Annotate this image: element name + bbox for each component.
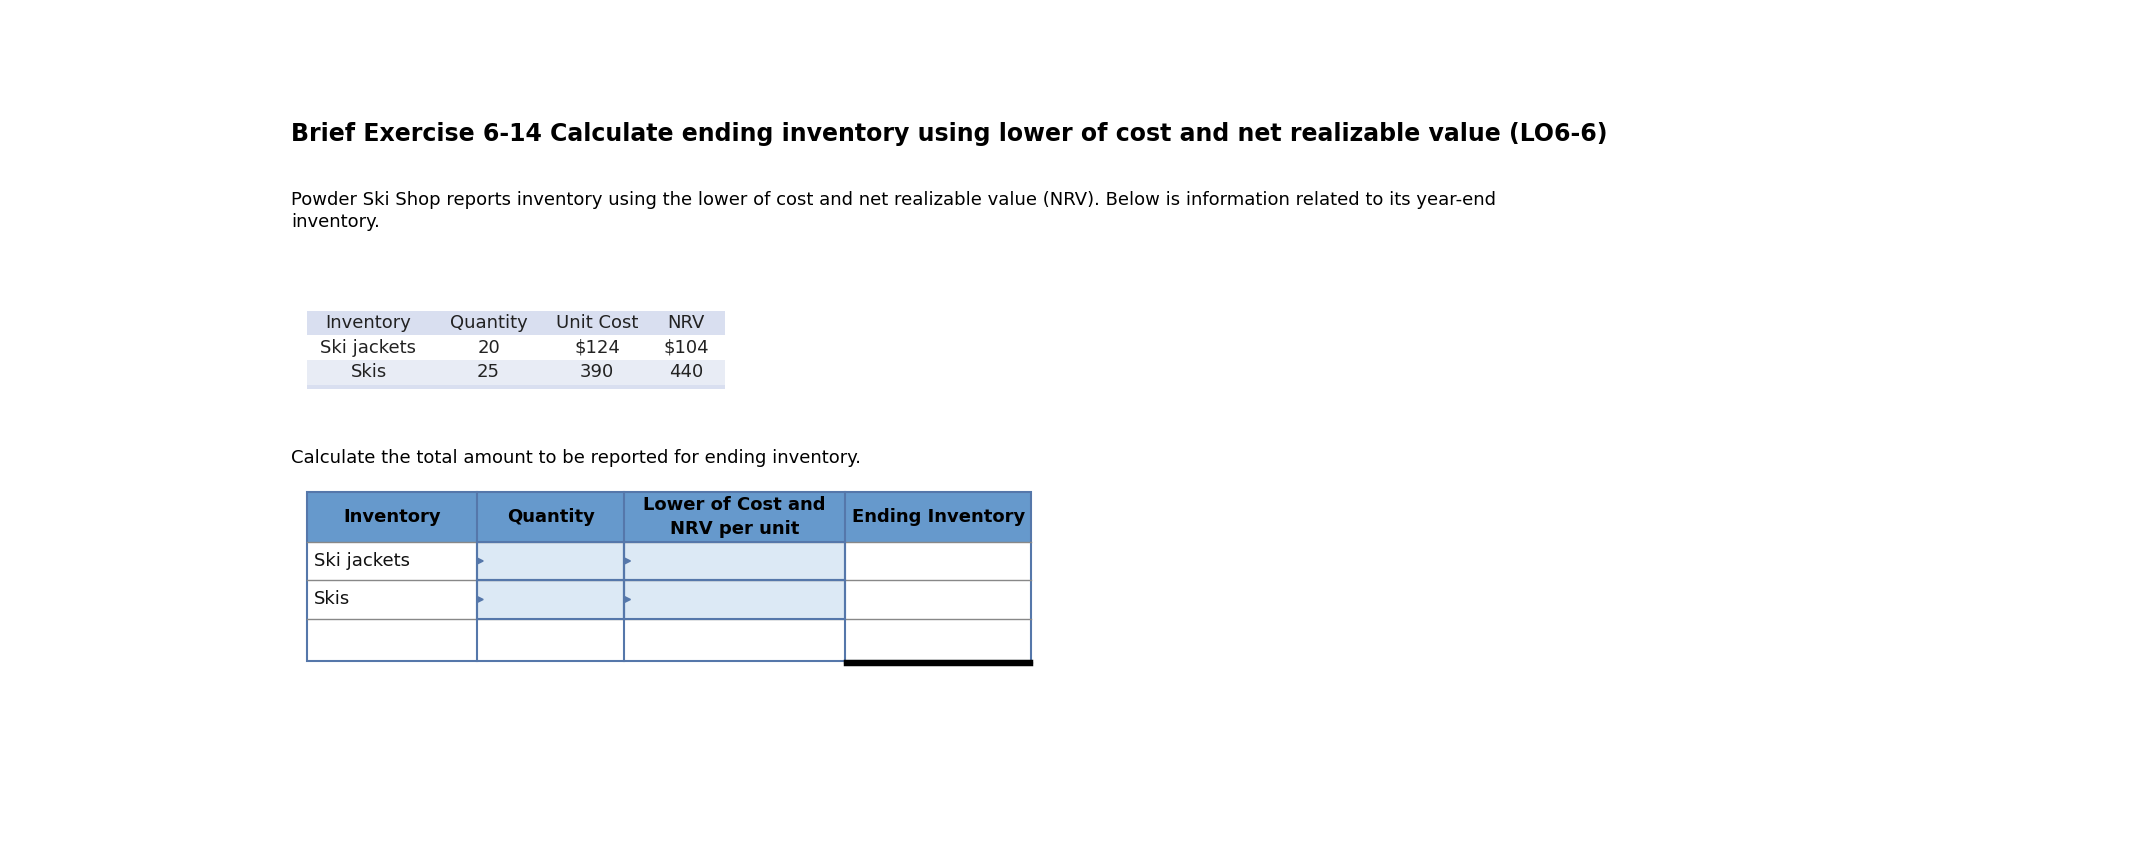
Text: Ski jackets: Ski jackets	[321, 339, 416, 357]
Text: Skis: Skis	[351, 363, 386, 381]
Polygon shape	[478, 558, 484, 564]
Bar	[623, 580, 846, 619]
Text: Quantity: Quantity	[508, 507, 595, 525]
Bar	[306, 360, 724, 385]
Bar	[478, 580, 623, 619]
Bar	[306, 492, 1030, 542]
Bar	[478, 542, 623, 580]
Bar	[306, 492, 1030, 661]
Polygon shape	[623, 596, 630, 602]
Text: inventory.: inventory.	[291, 213, 379, 231]
Text: Inventory: Inventory	[343, 507, 441, 525]
Text: Quantity: Quantity	[450, 314, 527, 332]
Text: 20: 20	[478, 339, 499, 357]
Text: $104: $104	[664, 339, 709, 357]
Text: Unit Cost: Unit Cost	[557, 314, 638, 332]
Bar	[306, 385, 724, 389]
Bar	[306, 335, 724, 360]
Text: Ski jackets: Ski jackets	[315, 552, 411, 570]
Text: $124: $124	[574, 339, 619, 357]
Text: Ending Inventory: Ending Inventory	[853, 507, 1024, 525]
Polygon shape	[623, 558, 630, 564]
Bar	[478, 580, 623, 619]
Text: 390: 390	[580, 363, 615, 381]
Text: 440: 440	[668, 363, 703, 381]
Text: Skis: Skis	[315, 590, 351, 608]
Bar	[623, 542, 846, 580]
Bar	[623, 580, 846, 619]
Bar	[306, 619, 1030, 661]
Text: Powder Ski Shop reports inventory using the lower of cost and net realizable val: Powder Ski Shop reports inventory using …	[291, 191, 1495, 209]
Text: Inventory: Inventory	[326, 314, 411, 332]
Text: Lower of Cost and
NRV per unit: Lower of Cost and NRV per unit	[643, 496, 827, 537]
Bar	[306, 311, 724, 335]
Bar	[306, 542, 1030, 580]
Polygon shape	[478, 596, 484, 602]
Bar	[478, 542, 623, 580]
Text: NRV: NRV	[668, 314, 705, 332]
Text: 25: 25	[478, 363, 499, 381]
Text: Brief Exercise 6-14 Calculate ending inventory using lower of cost and net reali: Brief Exercise 6-14 Calculate ending inv…	[291, 122, 1606, 146]
Text: Calculate the total amount to be reported for ending inventory.: Calculate the total amount to be reporte…	[291, 449, 861, 467]
Bar	[306, 580, 1030, 619]
Bar	[623, 542, 846, 580]
